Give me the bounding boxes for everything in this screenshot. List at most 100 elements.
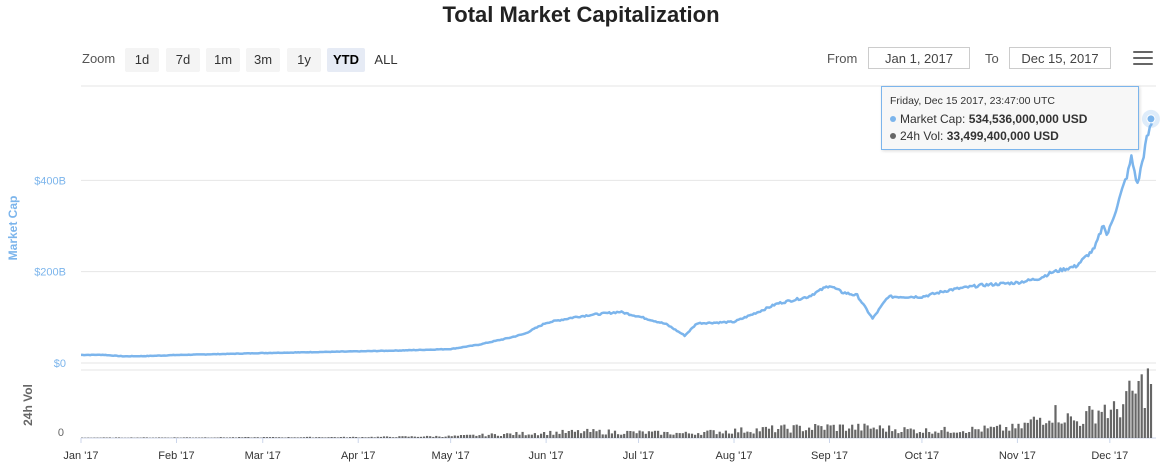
volume-bar <box>690 433 694 438</box>
volume-bar <box>435 435 438 438</box>
volume-bar <box>555 431 558 438</box>
volume-bar <box>601 434 604 438</box>
volume-bar <box>841 424 844 438</box>
from-date-input[interactable]: Jan 1, 2017 <box>868 47 970 69</box>
volume-bar <box>407 436 410 438</box>
volume-bar <box>863 423 866 438</box>
volume-bar <box>1106 418 1109 438</box>
volume-bar <box>114 437 118 438</box>
volume-bar <box>626 430 629 438</box>
volume-bar <box>946 431 949 438</box>
volume-bar <box>848 428 851 438</box>
volume-bar <box>453 435 456 438</box>
volume-bar <box>355 437 358 438</box>
volume-bar <box>484 436 487 438</box>
volume-bar <box>854 429 857 438</box>
zoom-ytd-button[interactable]: YTD <box>327 48 365 72</box>
volume-bar <box>589 432 592 438</box>
volume-bar <box>1116 409 1119 438</box>
volume-bar <box>1029 419 1032 438</box>
zoom-all-button[interactable]: ALL <box>369 48 403 72</box>
volume-bar <box>1035 419 1039 438</box>
volume-bar <box>638 430 641 438</box>
volume-bar <box>746 431 749 438</box>
volume-bar <box>860 430 863 438</box>
volume-bar <box>820 426 823 438</box>
volume-bar <box>185 437 188 438</box>
volume-bar <box>339 437 342 438</box>
volume-bar <box>1125 391 1128 438</box>
volume-bar <box>108 437 111 438</box>
volume-bar <box>1075 421 1079 438</box>
volume-bar <box>1143 408 1146 438</box>
volume-bar <box>937 432 940 438</box>
volume-bar <box>727 433 731 438</box>
volume-bar <box>712 430 715 438</box>
volume-bar <box>392 437 395 438</box>
volume-bar <box>749 432 752 438</box>
volume-bar <box>546 435 549 438</box>
zoom-7d-button[interactable]: 7d <box>166 48 200 72</box>
volume-bar <box>367 437 370 438</box>
x-tick-label: Jun '17 <box>529 450 564 462</box>
zoom-1d-button[interactable]: 1d <box>125 48 159 72</box>
volume-bar <box>1072 420 1076 438</box>
zoom-3m-button[interactable]: 3m <box>246 48 280 72</box>
y-tick-label: $0 <box>54 358 66 370</box>
volume-bar <box>561 429 564 438</box>
volume-bar <box>1088 406 1091 438</box>
volume-bar <box>789 432 792 438</box>
volume-bar <box>256 437 259 438</box>
volume-bar <box>518 434 521 438</box>
volume-bar <box>885 431 888 438</box>
volume-bar <box>715 434 718 438</box>
volume-bar <box>595 431 598 438</box>
volume-bar <box>410 436 413 438</box>
volume-bar <box>379 436 382 438</box>
volume-bar <box>697 433 700 438</box>
volume-bar <box>1039 417 1042 438</box>
volume-bar <box>949 432 952 438</box>
volume-bar <box>801 431 804 438</box>
zoom-1y-button[interactable]: 1y <box>287 48 321 72</box>
volume-bar <box>176 437 179 438</box>
volume-bar <box>909 428 912 438</box>
volume-y-tick-label: 0 <box>58 427 64 439</box>
volume-bar <box>478 435 481 438</box>
volume-bar <box>1140 374 1143 438</box>
volume-bar <box>1011 423 1014 438</box>
volume-bar <box>499 436 503 438</box>
volume-bar <box>552 434 555 438</box>
volume-bar <box>401 436 404 438</box>
volume-bar <box>472 434 475 438</box>
volume-bar <box>1069 416 1072 438</box>
to-date-input[interactable]: Dec 15, 2017 <box>1009 47 1111 69</box>
chart-title: Total Market Capitalization <box>442 2 720 27</box>
volume-bar <box>419 436 422 438</box>
volume-bar <box>758 431 761 438</box>
volume-bar <box>607 429 610 438</box>
x-tick-label: Jan '17 <box>63 450 98 462</box>
volume-bar <box>195 437 198 438</box>
volume-bar <box>832 424 835 438</box>
volume-bar <box>188 437 191 438</box>
zoom-1m-button[interactable]: 1m <box>206 48 240 72</box>
volume-bar <box>358 437 361 438</box>
volume-bar <box>925 428 928 438</box>
volume-bar <box>952 432 955 438</box>
volume-bar <box>395 437 398 438</box>
volume-bar <box>786 428 789 438</box>
volume-bar <box>965 433 968 438</box>
volume-bar <box>456 435 459 438</box>
volume-bar <box>983 425 986 438</box>
volume-bar <box>915 433 918 438</box>
volume-bar <box>231 437 235 438</box>
volume-bar <box>1146 368 1149 438</box>
volume-bar <box>931 433 934 438</box>
volume-bar <box>1149 384 1153 438</box>
hamburger-menu-icon[interactable] <box>1133 51 1153 67</box>
volume-bar <box>349 437 352 438</box>
volume-bar <box>1023 422 1026 438</box>
tooltip-date: Friday, Dec 15 2017, 23:47:00 UTC <box>890 95 1055 107</box>
volume-bar <box>102 437 105 438</box>
